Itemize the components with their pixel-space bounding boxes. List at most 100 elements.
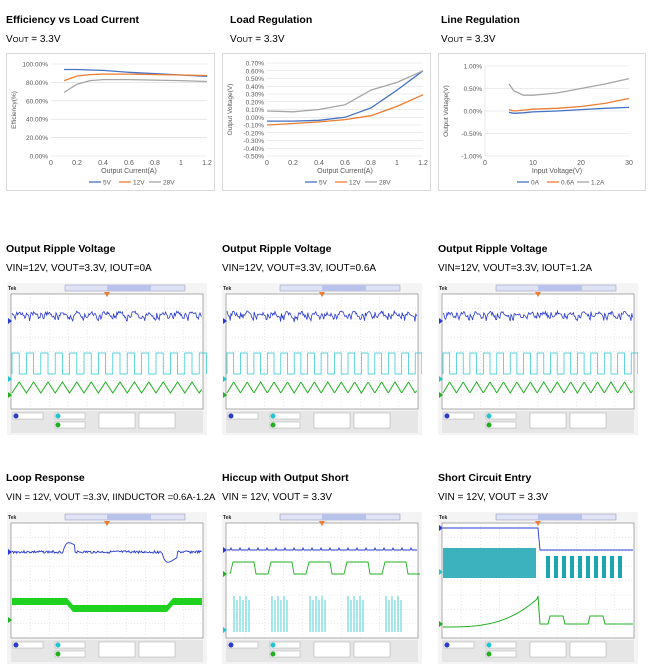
efficiency-panel: Efficiency vs Load Current VOUT = 3.3V xyxy=(6,14,216,45)
load_reg-legend-label: 5V xyxy=(319,180,328,187)
ripple12-inductor-current-trace xyxy=(442,381,634,394)
efficiency-subtitle: VOUT = 3.3V xyxy=(6,34,61,45)
ripple12-title: Output Ripple Voltage xyxy=(438,243,548,255)
load_reg-ytick-label: -0.50% xyxy=(243,154,264,161)
loop-inductor-current-band-low xyxy=(73,605,167,612)
scope-view-window xyxy=(107,285,151,291)
efficiency-ytick-label: 80.00% xyxy=(26,80,48,87)
load_reg-ytick-label: 0.00% xyxy=(246,115,265,122)
ripple06-scope: Tek xyxy=(222,283,423,435)
ripple0-output-ripple-trace xyxy=(11,310,202,323)
scope-ch2-indicator xyxy=(270,413,276,419)
scope-brand-label: Tek xyxy=(8,286,16,292)
short-scope: Tek xyxy=(438,512,638,664)
ripple06-ch2-marker xyxy=(223,376,227,382)
load_reg-ytick-label: 0.30% xyxy=(246,92,265,99)
loop-title: Loop Response xyxy=(6,472,85,484)
short-switch-node-burst xyxy=(554,556,558,578)
ripple0-panel: Output Ripple Voltage VIN=12V, VOUT=3.3V… xyxy=(6,243,216,274)
ripple0-ch1-marker xyxy=(8,318,12,324)
scope-sample-readout xyxy=(569,641,607,658)
scope-trigger-marker xyxy=(104,521,110,526)
scope-ch2-readout xyxy=(485,641,517,649)
load_reg-ytick-label: -0.30% xyxy=(243,138,264,145)
short-title: Short Circuit Entry xyxy=(438,472,532,484)
scope-trigger-marker xyxy=(319,292,325,297)
scope-ch3-readout xyxy=(485,650,517,658)
ripple0-ch2-marker xyxy=(8,376,12,382)
scope-brand-label: Tek xyxy=(439,515,447,521)
loop-scope: Tek xyxy=(7,512,207,664)
loop-inductor-current-band-high xyxy=(12,598,67,605)
line-reg-panel: Line Regulation VOUT = 3.3V xyxy=(441,14,649,45)
scope-ch2-indicator xyxy=(486,413,492,419)
scope-ch3-readout xyxy=(269,421,301,429)
ripple06-switch-node-trace xyxy=(226,352,423,375)
scope-view-window xyxy=(107,514,151,520)
scope-ch2-readout xyxy=(269,641,301,649)
load_reg-ytick-label: 0.70% xyxy=(246,61,265,68)
load_reg-xtick-label: 0.8 xyxy=(366,160,376,167)
scope-trigger-marker xyxy=(535,521,541,526)
short-switch-node-burst xyxy=(586,556,590,578)
short-switch-node-dense xyxy=(443,548,536,578)
short-panel: Short Circuit Entry VIN = 12V, VOUT = 3.… xyxy=(438,472,648,503)
ripple12-ch3-marker xyxy=(439,392,443,398)
efficiency-chart: 0.00% 20.00% 40.00% 60.00% 80.00% 100.00% 0 0.2… xyxy=(6,53,215,191)
ripple12-ch2-marker xyxy=(439,376,443,382)
efficiency-xtick-label: 0.6 xyxy=(124,160,134,167)
hiccup-ch2-marker xyxy=(223,627,227,633)
line_reg-ytick-label: 0.00% xyxy=(464,109,483,116)
load_reg-ytick-label: 0.50% xyxy=(246,76,265,83)
short-switch-node-burst xyxy=(546,556,550,578)
scope-view-window xyxy=(538,514,582,520)
efficiency-xtick-label: 1 xyxy=(179,160,183,167)
efficiency-series-28V-line xyxy=(63,78,208,94)
efficiency-ytick-label: 100.00% xyxy=(22,62,48,69)
efficiency-legend-label: 5V xyxy=(103,180,112,187)
scope-trigger-marker xyxy=(104,292,110,297)
ripple06-title: Output Ripple Voltage xyxy=(222,243,332,255)
scope-timebase-readout xyxy=(529,412,567,429)
efficiency-xtick-label: 0.8 xyxy=(150,160,160,167)
ripple06-ch1-marker xyxy=(223,318,227,324)
line_reg-ylabel: Output Voltage(V) xyxy=(443,85,450,137)
scope-brand-label: Tek xyxy=(223,515,231,521)
load_reg-xtick-label: 0.2 xyxy=(288,160,298,167)
scope-trigger-marker xyxy=(319,521,325,526)
load-reg-subtitle: VOUT = 3.3V xyxy=(230,34,285,45)
ripple12-ch1-marker xyxy=(439,318,443,324)
scope-ch3-indicator xyxy=(55,651,61,657)
load_reg-ytick-label: 0.10% xyxy=(246,107,265,114)
scope-ch1-indicator xyxy=(228,642,234,648)
load_reg-xtick-label: 1.2 xyxy=(418,160,428,167)
ripple12-panel: Output Ripple Voltage VIN=12V, VOUT=3.3V… xyxy=(438,243,648,274)
scope-sample-readout xyxy=(353,412,391,429)
line_reg-xlabel: Input Voltage(V) xyxy=(532,168,582,175)
efficiency-ytick-label: 0.00% xyxy=(30,154,49,161)
scope-ch1-indicator xyxy=(444,642,450,648)
load_reg-xtick-label: 0 xyxy=(265,160,269,167)
scope-ch1-readout xyxy=(12,412,44,420)
line_reg-legend-label: 0A xyxy=(531,180,540,187)
short-switch-node-burst xyxy=(570,556,574,578)
ripple06-ch3-marker xyxy=(223,392,227,398)
short-ch2-marker xyxy=(439,569,443,575)
scope-ch3-readout xyxy=(54,421,86,429)
scope-ch1-readout xyxy=(227,641,259,649)
loop-subtitle: VIN = 12V, VOUT =3.3V, IINDUCTOR =0.6A-1… xyxy=(6,492,216,503)
scope-ch1-indicator xyxy=(13,413,19,419)
scope-brand-label: Tek xyxy=(8,515,16,521)
scope-ch2-indicator xyxy=(55,642,61,648)
scope-ch2-indicator xyxy=(55,413,61,419)
efficiency-legend-label: 28V xyxy=(163,180,175,187)
hiccup-vout-trace xyxy=(227,546,417,551)
loop-ch3-marker xyxy=(8,617,12,623)
scope-ch2-readout xyxy=(485,412,517,420)
load_reg-series-28V-line xyxy=(266,70,424,113)
scope-view-window xyxy=(538,285,582,291)
scope-ch1-readout xyxy=(12,641,44,649)
scope-timebase-readout xyxy=(98,412,136,429)
load_reg-ylabel: Output Voltage(V) xyxy=(227,84,234,136)
scope-brand-label: Tek xyxy=(439,286,447,292)
